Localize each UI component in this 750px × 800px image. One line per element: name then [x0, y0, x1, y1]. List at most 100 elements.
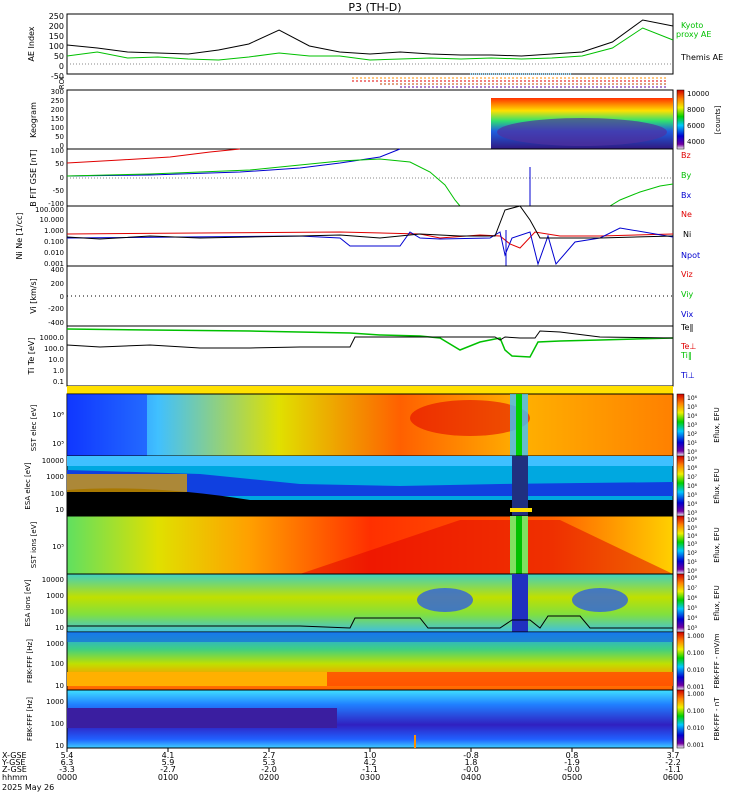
x-tick-label: 5.3: [263, 758, 276, 767]
sst-e-ytick: 10⁵: [52, 440, 64, 448]
panel-temperature: Ti Te [eV] 1000.0 100.0 10.0 1.0 0.1 Te‖…: [27, 323, 696, 387]
esa-i-cbar-tick: 10⁶: [687, 595, 698, 602]
esa-e-cbar-label: Eflux, EFU: [713, 468, 721, 503]
legend-te-perp: Te⊥: [680, 342, 696, 351]
legend-ti-par: Ti‖: [680, 351, 692, 360]
esa-i-ylabel: ESA ions [eV]: [24, 579, 32, 626]
x-tick-label: 0400: [461, 773, 481, 782]
bz-line: [66, 148, 241, 164]
temperature-ytick: 1000.0: [40, 334, 65, 342]
sst-e-cbar-tick: 10⁵: [687, 404, 698, 411]
ae-ylabel: AE Index: [27, 26, 36, 61]
fbk-e-ytick: 100: [51, 660, 64, 668]
ae-ytick: -50: [51, 72, 64, 81]
sst-e-cbar-tick: 10⁴: [687, 413, 698, 420]
ae-ytick: 100: [49, 42, 64, 51]
x-tick-label: 3.7: [667, 751, 680, 760]
fbk-e-cbar-tick: 0.010: [687, 667, 704, 674]
xaxis-row-label: Z-GSE: [2, 765, 27, 774]
panel-density: Ni Ne [1/cc] 100.000 10.000 1.000 0.100 …: [15, 205, 700, 268]
sst-e-cbar-tick: 10⁰: [687, 449, 698, 456]
legend-vix: Vix: [681, 310, 694, 319]
sst-e-cbar-tick: 10¹: [687, 440, 698, 447]
esa-e-cbar-tick: 10³: [687, 510, 698, 517]
sst-e-colorbar: [676, 393, 685, 457]
density-ytick: 0.010: [44, 249, 64, 257]
keogram-cbar-tick: 10000: [687, 90, 709, 98]
panel-fbk-b: FBK-FFF [Hz] 1000 100 10 1.000 0.100 0.0…: [26, 689, 721, 750]
x-tick-label: -2.7: [160, 765, 176, 774]
x-axis: X-GSE Y-GSE Z-GSE hhmm 2025 May 26 5.46.…: [1, 748, 683, 792]
ae-ytick: 50: [54, 52, 64, 61]
fbk-e-cbar-tick: 0.100: [687, 650, 704, 657]
legend-bz: Bz: [681, 151, 691, 160]
density-ytick: 10.000: [40, 216, 65, 224]
panel-keogram: Keogram 300 250 200 150 100 50 0 10000 8…: [29, 88, 722, 150]
x-tick-label: 4.1: [162, 751, 175, 760]
esa-i-colorbar: [676, 573, 685, 633]
bfield-ytick: 0: [60, 174, 64, 182]
sst-i-cbar-tick: 10³: [687, 541, 698, 548]
ae-ytick: 0: [59, 62, 64, 71]
esa-e-ylabel: ESA elec [eV]: [24, 462, 32, 509]
sst-i-ytick: 10⁵: [52, 543, 64, 551]
temperature-ylabel: Ti Te [eV]: [27, 337, 36, 375]
panel-ae: AE Index 250 200 150 100 50 0 -50 Kyoto …: [27, 12, 723, 81]
x-tick-label: -2.2: [665, 758, 681, 767]
sst-e-ylabel: SST elec [eV]: [30, 404, 38, 451]
x-tick-label: 0.8: [566, 751, 579, 760]
x-tick-label: -1.9: [564, 758, 580, 767]
velocity-ytick: -200: [48, 305, 64, 313]
keogram-ytick: 200: [51, 106, 64, 114]
fbk-e-colorbar: [676, 631, 685, 691]
ae-ytick: 150: [49, 32, 64, 41]
xaxis-row-label: Y-GSE: [1, 758, 25, 767]
sst-e-cbar-tick: 10²: [687, 431, 698, 438]
sst-e-cbar-tick: 10⁶: [687, 395, 698, 402]
sst-e-ytick: 10⁶: [52, 411, 64, 419]
esa-i-cbar-tick: 10⁵: [687, 605, 698, 612]
x-tick-label: 4.2: [364, 758, 377, 767]
sst-e-cbar-tick: 10³: [687, 422, 698, 429]
ae-series-line: [66, 19, 674, 57]
esa-e-ytick: 10000: [42, 457, 64, 465]
legend-by: By: [681, 171, 691, 180]
panel-esa-ions: ESA ions [eV] 10000 1000 100 10 10⁸ 10⁷ …: [24, 573, 721, 633]
x-tick-label: -0.0: [564, 765, 580, 774]
fbk-e-cbar-tick: 1.000: [687, 633, 704, 640]
legend-proxy-ae: proxy AE: [676, 30, 711, 39]
x-tick-label: -1.1: [665, 765, 681, 774]
x-tick-label: 0100: [158, 773, 178, 782]
ae-yticks: 250 200 150 100 50 0 -50: [49, 12, 64, 81]
xaxis-row-label: hhmm: [2, 773, 28, 782]
esa-e-cbar-tick: 10⁸: [687, 465, 698, 472]
keogram-colorbar: [676, 89, 685, 150]
panel-velocity: Vi [km/s] 400 200 0 -200 -400 Viz Viy Vi…: [29, 265, 694, 327]
esa-i-ytick: 10000: [42, 576, 64, 584]
fbk-b-cbar-tick: 1.000: [687, 691, 704, 698]
fbk-b-ytick: 100: [51, 720, 64, 728]
npot-line: [66, 227, 674, 266]
panel-bfield: B FIT GSE [nT] 100 50 0 -50 -100 Bz By B…: [29, 147, 691, 208]
plot-title: P3 (TH-D): [348, 1, 401, 14]
fbk-b-cbar-tick: 0.001: [687, 742, 704, 749]
bfield-ytick: -100: [48, 200, 64, 208]
x-tick-label: 2.7: [263, 751, 276, 760]
x-tick-label: 0500: [562, 773, 582, 782]
fbk-b-ylabel: FBK-FFF [Hz]: [26, 697, 34, 741]
x-tick-label: -1.1: [362, 765, 378, 774]
sst-i-cbar-tick: 10⁵: [687, 525, 698, 532]
legend-ni: Ni: [683, 230, 691, 239]
esa-i-cbar-label: Eflux, EFU: [713, 585, 721, 620]
bfield-ytick: 50: [55, 160, 64, 168]
roi-label: ROI: [58, 77, 66, 89]
x-tick-label: -0.0: [463, 765, 479, 774]
esa-i-cbar-tick: 10⁸: [687, 575, 698, 582]
legend-npot: Npot: [681, 251, 700, 260]
x-tick-label: 5.9: [162, 758, 175, 767]
legend-themis-ae: Themis AE: [680, 53, 723, 62]
legend-te-par: Te‖: [680, 323, 693, 332]
panel-esa-electrons: ESA elec [eV] 10000 1000 100 10 10⁹ 10⁸ …: [24, 455, 721, 517]
esa-i-cbar-tick: 10³: [687, 625, 698, 632]
